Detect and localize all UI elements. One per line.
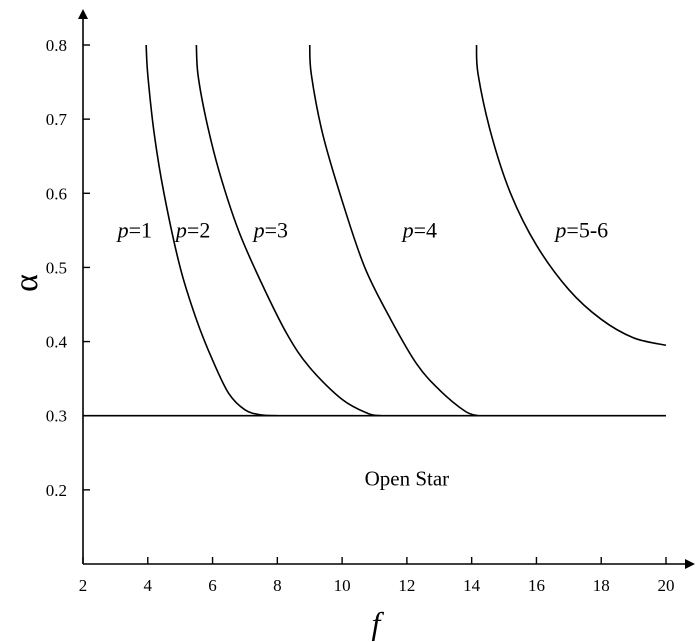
boundary-curve-1: [145, 44, 278, 417]
y-tick-label: 0.5: [46, 258, 67, 277]
x-tick-label: 18: [593, 576, 610, 595]
y-tick-label: 0.7: [46, 110, 68, 129]
x-ticks: 2 4 6 8 10 12 14 16 18 20: [79, 557, 675, 595]
x-tick-label: 6: [208, 576, 217, 595]
y-tick-label: 0.2: [46, 481, 67, 500]
y-ticks: 0.2 0.3 0.4 0.5 0.6 0.7 0.8: [46, 36, 90, 500]
x-tick-label: 12: [398, 576, 415, 595]
axes: [78, 9, 695, 569]
y-tick-label: 0.8: [46, 36, 67, 55]
x-tick-label: 20: [658, 576, 675, 595]
y-tick-label: 0.3: [46, 407, 67, 426]
y-axis-label: α: [8, 274, 45, 292]
region-label: p=2: [174, 217, 210, 242]
region-labels: p=1 p=2 p=3 p=4 p=5-6 Open Star: [116, 217, 609, 490]
x-tick-label: 8: [273, 576, 282, 595]
boundary-curve-4: [475, 44, 667, 347]
open-star-annotation: Open Star: [365, 467, 450, 491]
x-tick-label: 16: [528, 576, 545, 595]
x-tick-label: 2: [79, 576, 88, 595]
boundary-curve-2: [195, 44, 382, 417]
y-tick-label: 0.4: [46, 333, 68, 352]
region-label: p=5-6: [553, 217, 608, 242]
y-tick-label: 0.6: [46, 184, 67, 203]
x-axis-label: f: [372, 605, 385, 641]
boundary-curve-3: [308, 44, 479, 417]
x-tick-label: 14: [463, 576, 481, 595]
curves: [83, 44, 667, 417]
x-tick-label: 4: [144, 576, 153, 595]
region-label: p=3: [252, 217, 288, 242]
region-label: p=1: [116, 217, 152, 242]
region-label: p=4: [401, 217, 437, 242]
x-tick-label: 10: [334, 576, 351, 595]
